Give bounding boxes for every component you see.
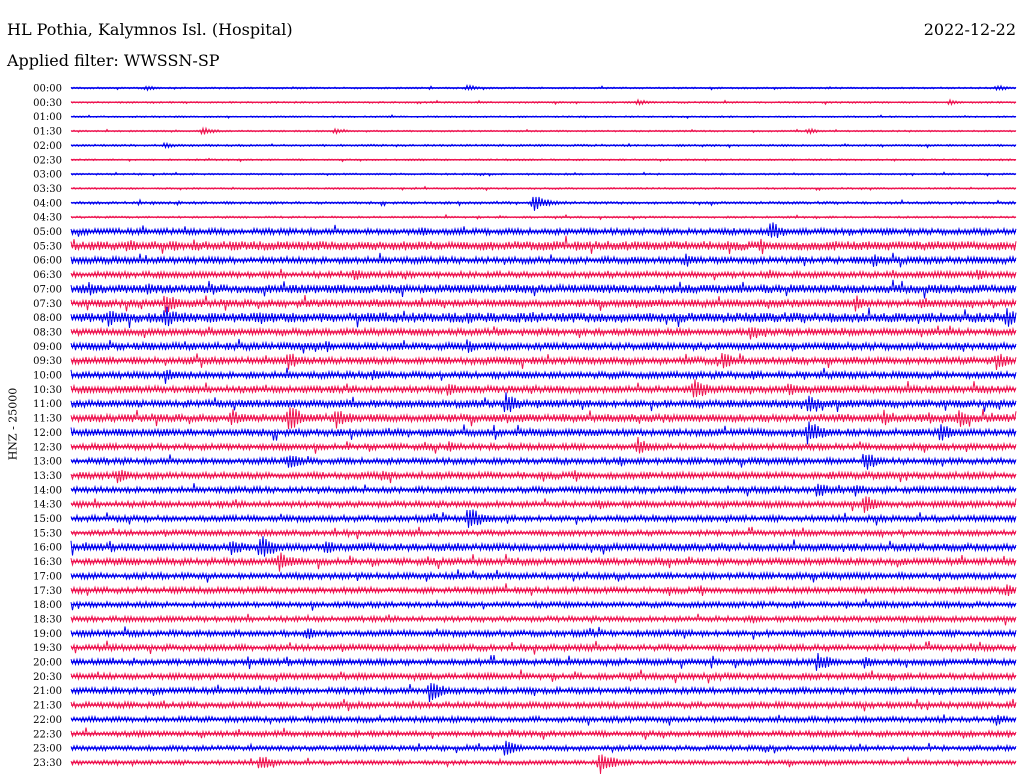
trace-0730 [70, 295, 1017, 313]
time-tick-label: 18:30 [33, 614, 62, 625]
trace-1900 [70, 626, 1017, 640]
time-tick-label: 06:00 [33, 256, 62, 267]
trace-1000 [70, 367, 1017, 384]
time-tick-label: 06:30 [33, 270, 62, 281]
trace-1530 [70, 526, 1017, 540]
trace-0630 [70, 268, 1017, 281]
time-tick-label: 16:00 [33, 543, 62, 554]
time-tick-label: 03:00 [33, 170, 62, 181]
trace-2000 [70, 652, 1017, 671]
time-tick-label: 23:30 [33, 758, 62, 769]
trace-2230 [70, 727, 1017, 740]
time-tick-label: 23:00 [33, 744, 62, 755]
time-tick-label: 01:30 [33, 127, 62, 138]
time-tick-label: 00:30 [33, 98, 62, 109]
time-tick-label: 09:30 [33, 356, 62, 367]
time-tick-label: 07:30 [33, 299, 62, 310]
time-tick-label: 10:00 [33, 371, 62, 382]
time-tick-label: 13:00 [33, 457, 62, 468]
seismogram-traces [70, 84, 1017, 774]
time-tick-label: 07:00 [33, 284, 62, 295]
trace-1100 [70, 392, 1017, 413]
time-tick-label: 15:00 [33, 514, 62, 525]
trace-1700 [70, 569, 1017, 583]
time-tick-label: 09:00 [33, 342, 62, 353]
time-tick-label: 19:30 [33, 643, 62, 654]
trace-2330 [70, 754, 1017, 774]
trace-0700 [70, 279, 1017, 299]
trace-1130 [70, 407, 1017, 430]
trace-1200 [70, 421, 1017, 445]
time-tick-label: 14:30 [33, 500, 62, 511]
time-tick-label: 11:00 [33, 399, 62, 410]
time-tick-label: 12:00 [33, 428, 62, 439]
date-label: 2022-12-22 [923, 20, 1016, 39]
station-title: HL Pothia, Kalymnos Isl. (Hospital) [7, 20, 293, 39]
time-tick-label: 08:00 [33, 313, 62, 324]
time-tick-label: 00:00 [33, 84, 62, 95]
time-tick-label: 18:00 [33, 600, 62, 611]
trace-1800 [70, 598, 1017, 611]
time-tick-label: 14:00 [33, 485, 62, 496]
trace-1030 [70, 379, 1017, 398]
trace-1400 [70, 483, 1017, 497]
trace-1300 [70, 453, 1017, 470]
time-tick-label: 10:30 [33, 385, 62, 396]
trace-0400 [70, 196, 1017, 211]
trace-1830 [70, 613, 1017, 626]
time-tick-label: 19:00 [33, 629, 62, 640]
trace-1430 [70, 496, 1017, 513]
trace-0800 [70, 306, 1017, 328]
time-tick-label: 03:30 [33, 184, 62, 195]
time-tick-label: 02:30 [33, 155, 62, 166]
trace-0930 [70, 353, 1017, 371]
time-tick-label: 16:30 [33, 557, 62, 568]
trace-1500 [70, 509, 1017, 528]
time-tick-label: 21:30 [33, 701, 62, 712]
trace-0500 [70, 222, 1017, 238]
time-tick-label: 01:00 [33, 112, 62, 123]
trace-1730 [70, 583, 1017, 596]
time-tick-label: 04:00 [33, 198, 62, 209]
trace-0600 [70, 252, 1017, 268]
time-tick-label: 17:30 [33, 586, 62, 597]
trace-0900 [70, 338, 1017, 354]
filter-label: Applied filter: WWSSN-SP [7, 51, 220, 70]
time-tick-label: 21:00 [33, 686, 62, 697]
time-tick-labels: 00:00 00:30 01:00 01:30 02:00 02:30 03:00 03:30… [33, 84, 62, 769]
time-tick-label: 05:30 [33, 241, 62, 252]
time-tick-label: 11:30 [33, 414, 62, 425]
trace-0830 [70, 325, 1017, 340]
time-tick-label: 12:30 [33, 442, 62, 453]
time-tick-label: 05:00 [33, 227, 62, 238]
trace-0530 [70, 235, 1017, 255]
time-tick-label: 22:00 [33, 715, 62, 726]
time-tick-label: 20:00 [33, 658, 62, 669]
time-tick-label: 13:30 [33, 471, 62, 482]
time-tick-label: 04:30 [33, 213, 62, 224]
trace-1230 [70, 436, 1017, 454]
time-tick-label: 17:00 [33, 571, 62, 582]
trace-1930 [70, 640, 1017, 655]
trace-2100 [70, 682, 1017, 702]
trace-2130 [70, 698, 1017, 712]
time-tick-label: 22:30 [33, 729, 62, 740]
time-tick-label: 15:30 [33, 528, 62, 539]
trace-1630 [70, 552, 1017, 572]
trace-2030 [70, 669, 1017, 684]
time-tick-label: 02:00 [33, 141, 62, 152]
time-tick-label: 08:30 [33, 327, 62, 338]
trace-1330 [70, 469, 1017, 484]
trace-1600 [70, 536, 1017, 557]
trace-2300 [70, 740, 1017, 756]
time-tick-label: 20:30 [33, 672, 62, 683]
trace-2200 [70, 713, 1017, 726]
